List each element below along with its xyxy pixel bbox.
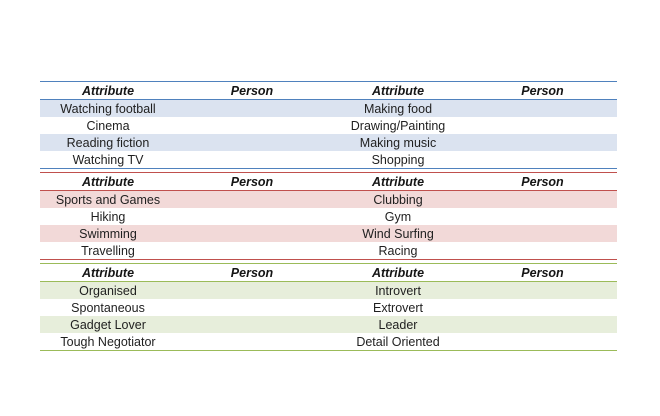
attribute-cell: Travelling xyxy=(81,243,135,258)
attribute-cell: Hiking xyxy=(90,209,126,224)
attribute-cell: Leader xyxy=(378,317,418,332)
table-header-row: Attribute Person Attribute Person xyxy=(40,81,617,100)
table-section-traits: Attribute Person Attribute Person Organi… xyxy=(40,263,617,351)
attribute-cell: Introvert xyxy=(375,283,421,298)
table-row: Tough Negotiator Detail Oriented xyxy=(40,333,617,350)
table-row: Gadget Lover Leader xyxy=(40,316,617,333)
attribute-cell: Gym xyxy=(384,209,412,224)
column-header-attribute: Attribute xyxy=(81,265,135,280)
attribute-cell: Racing xyxy=(378,243,418,258)
attribute-cell: Detail Oriented xyxy=(356,334,440,349)
attribute-cell: Making food xyxy=(363,101,433,116)
attribute-cell: Shopping xyxy=(371,152,425,167)
table-section-activities: Attribute Person Attribute Person Sports… xyxy=(40,172,617,260)
column-header-person: Person xyxy=(521,83,564,98)
column-header-attribute: Attribute xyxy=(371,83,425,98)
table-row: Reading fiction Making music xyxy=(40,134,617,151)
column-header-attribute: Attribute xyxy=(81,83,135,98)
table-row: Hiking Gym xyxy=(40,208,617,225)
attribute-person-table: Attribute Person Attribute Person Watchi… xyxy=(40,81,617,351)
attribute-cell: Tough Negotiator xyxy=(60,334,156,349)
attribute-cell: Watching TV xyxy=(72,152,144,167)
table-header-row: Attribute Person Attribute Person xyxy=(40,263,617,282)
attribute-cell: Reading fiction xyxy=(66,135,150,150)
attribute-cell: Extrovert xyxy=(372,300,423,315)
attribute-cell: Swimming xyxy=(79,226,137,241)
table-row: Watching TV Shopping xyxy=(40,151,617,168)
column-header-person: Person xyxy=(230,174,274,189)
column-header-attribute: Attribute xyxy=(81,174,135,189)
attribute-cell: Organised xyxy=(79,283,137,298)
table-row: Sports and Games Clubbing xyxy=(40,191,617,208)
attribute-cell: Wind Surfing xyxy=(362,226,434,241)
attribute-cell: Sports and Games xyxy=(55,192,161,207)
column-header-person: Person xyxy=(521,174,564,189)
attribute-cell: Clubbing xyxy=(373,192,423,207)
table-row: Watching football Making food xyxy=(40,100,617,117)
column-header-person: Person xyxy=(230,265,274,280)
table-row: Travelling Racing xyxy=(40,242,617,259)
attribute-cell: Drawing/Painting xyxy=(350,118,446,133)
table-row: Swimming Wind Surfing xyxy=(40,225,617,242)
table-header-row: Attribute Person Attribute Person xyxy=(40,172,617,191)
column-header-attribute: Attribute xyxy=(371,265,425,280)
attribute-cell: Cinema xyxy=(86,118,130,133)
table-row: Organised Introvert xyxy=(40,282,617,299)
attribute-cell: Making music xyxy=(359,135,437,150)
attribute-cell: Spontaneous xyxy=(71,300,145,315)
table-row: Cinema Drawing/Painting xyxy=(40,117,617,134)
attribute-cell: Watching football xyxy=(60,101,156,116)
table-section-hobbies: Attribute Person Attribute Person Watchi… xyxy=(40,81,617,169)
table-row: Spontaneous Extrovert xyxy=(40,299,617,316)
column-header-attribute: Attribute xyxy=(371,174,425,189)
column-header-person: Person xyxy=(230,83,274,98)
column-header-person: Person xyxy=(521,265,564,280)
attribute-cell: Gadget Lover xyxy=(70,317,146,332)
